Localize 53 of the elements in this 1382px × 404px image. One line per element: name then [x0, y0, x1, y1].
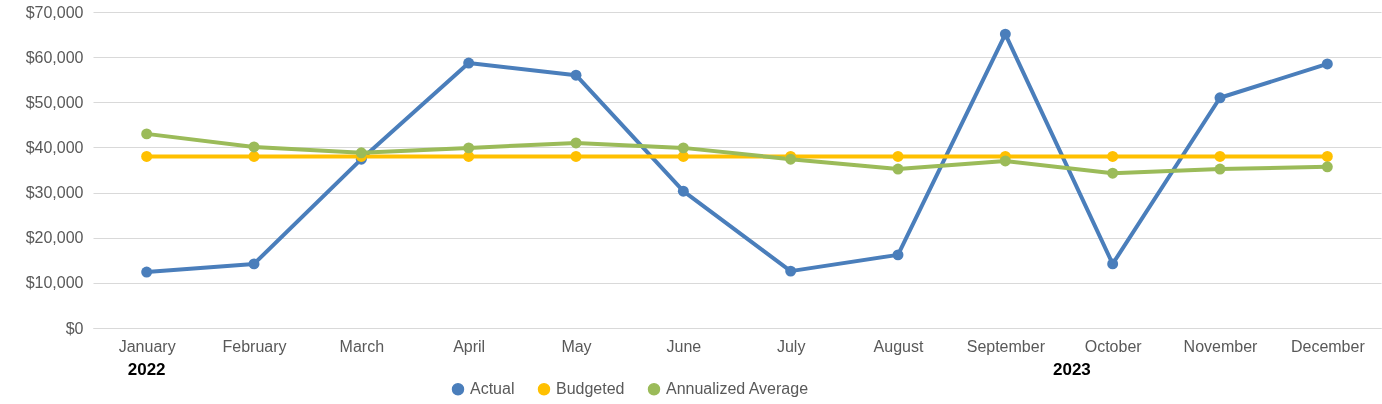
y-tick-label: $50,000: [25, 93, 84, 111]
legend-label: Budgeted: [556, 380, 625, 398]
point: [570, 150, 582, 162]
x-tick-label: March: [339, 337, 385, 355]
x-tick-label: May: [561, 337, 592, 355]
x-tick-label: June: [666, 337, 702, 355]
point: [463, 142, 475, 154]
point: [141, 150, 153, 162]
y-tick-label: $10,000: [25, 274, 84, 292]
point: [141, 266, 153, 278]
point: [785, 265, 797, 277]
y-tick-label: $20,000: [25, 229, 84, 247]
point: [248, 258, 260, 270]
point: [1214, 163, 1226, 175]
point: [1321, 161, 1333, 173]
point: [1214, 150, 1226, 162]
point: [248, 141, 260, 153]
text: 2022: [127, 360, 166, 379]
point: [892, 249, 904, 261]
point: [141, 128, 153, 140]
x-tick-label: December: [1290, 337, 1366, 355]
point: [1321, 58, 1333, 70]
x-tick-label: April: [453, 337, 486, 355]
point: [892, 150, 904, 162]
x-tick-label: July: [776, 337, 806, 355]
x-tick-label: November: [1183, 337, 1259, 355]
x-tick-label: September: [966, 337, 1046, 355]
point: [1321, 150, 1333, 162]
legend-label: Annualized Average: [666, 380, 809, 398]
point: [1107, 150, 1119, 162]
point: [248, 150, 260, 162]
x-tick-label: October: [1084, 337, 1143, 355]
point: [570, 137, 582, 149]
point: [1107, 258, 1119, 270]
x-tick-label: February: [222, 337, 287, 355]
point: [677, 142, 689, 154]
legend-label: Actual: [470, 380, 515, 398]
point: [570, 69, 582, 81]
text: 2023: [1052, 360, 1091, 379]
y-tick-label: $40,000: [25, 138, 84, 156]
point: [999, 28, 1011, 40]
point: [892, 163, 904, 175]
point: [999, 155, 1011, 167]
x-tick-label: January: [118, 337, 176, 355]
y-tick-label: $30,000: [25, 184, 84, 202]
y-tick-label: $0: [65, 319, 84, 337]
point: [1107, 167, 1119, 179]
point: [677, 185, 689, 197]
x-tick-label: August: [873, 337, 924, 355]
point: [463, 57, 475, 69]
y-tick-label: $60,000: [25, 48, 84, 66]
point: [1214, 92, 1226, 104]
y-tick-label: $70,000: [25, 3, 84, 21]
